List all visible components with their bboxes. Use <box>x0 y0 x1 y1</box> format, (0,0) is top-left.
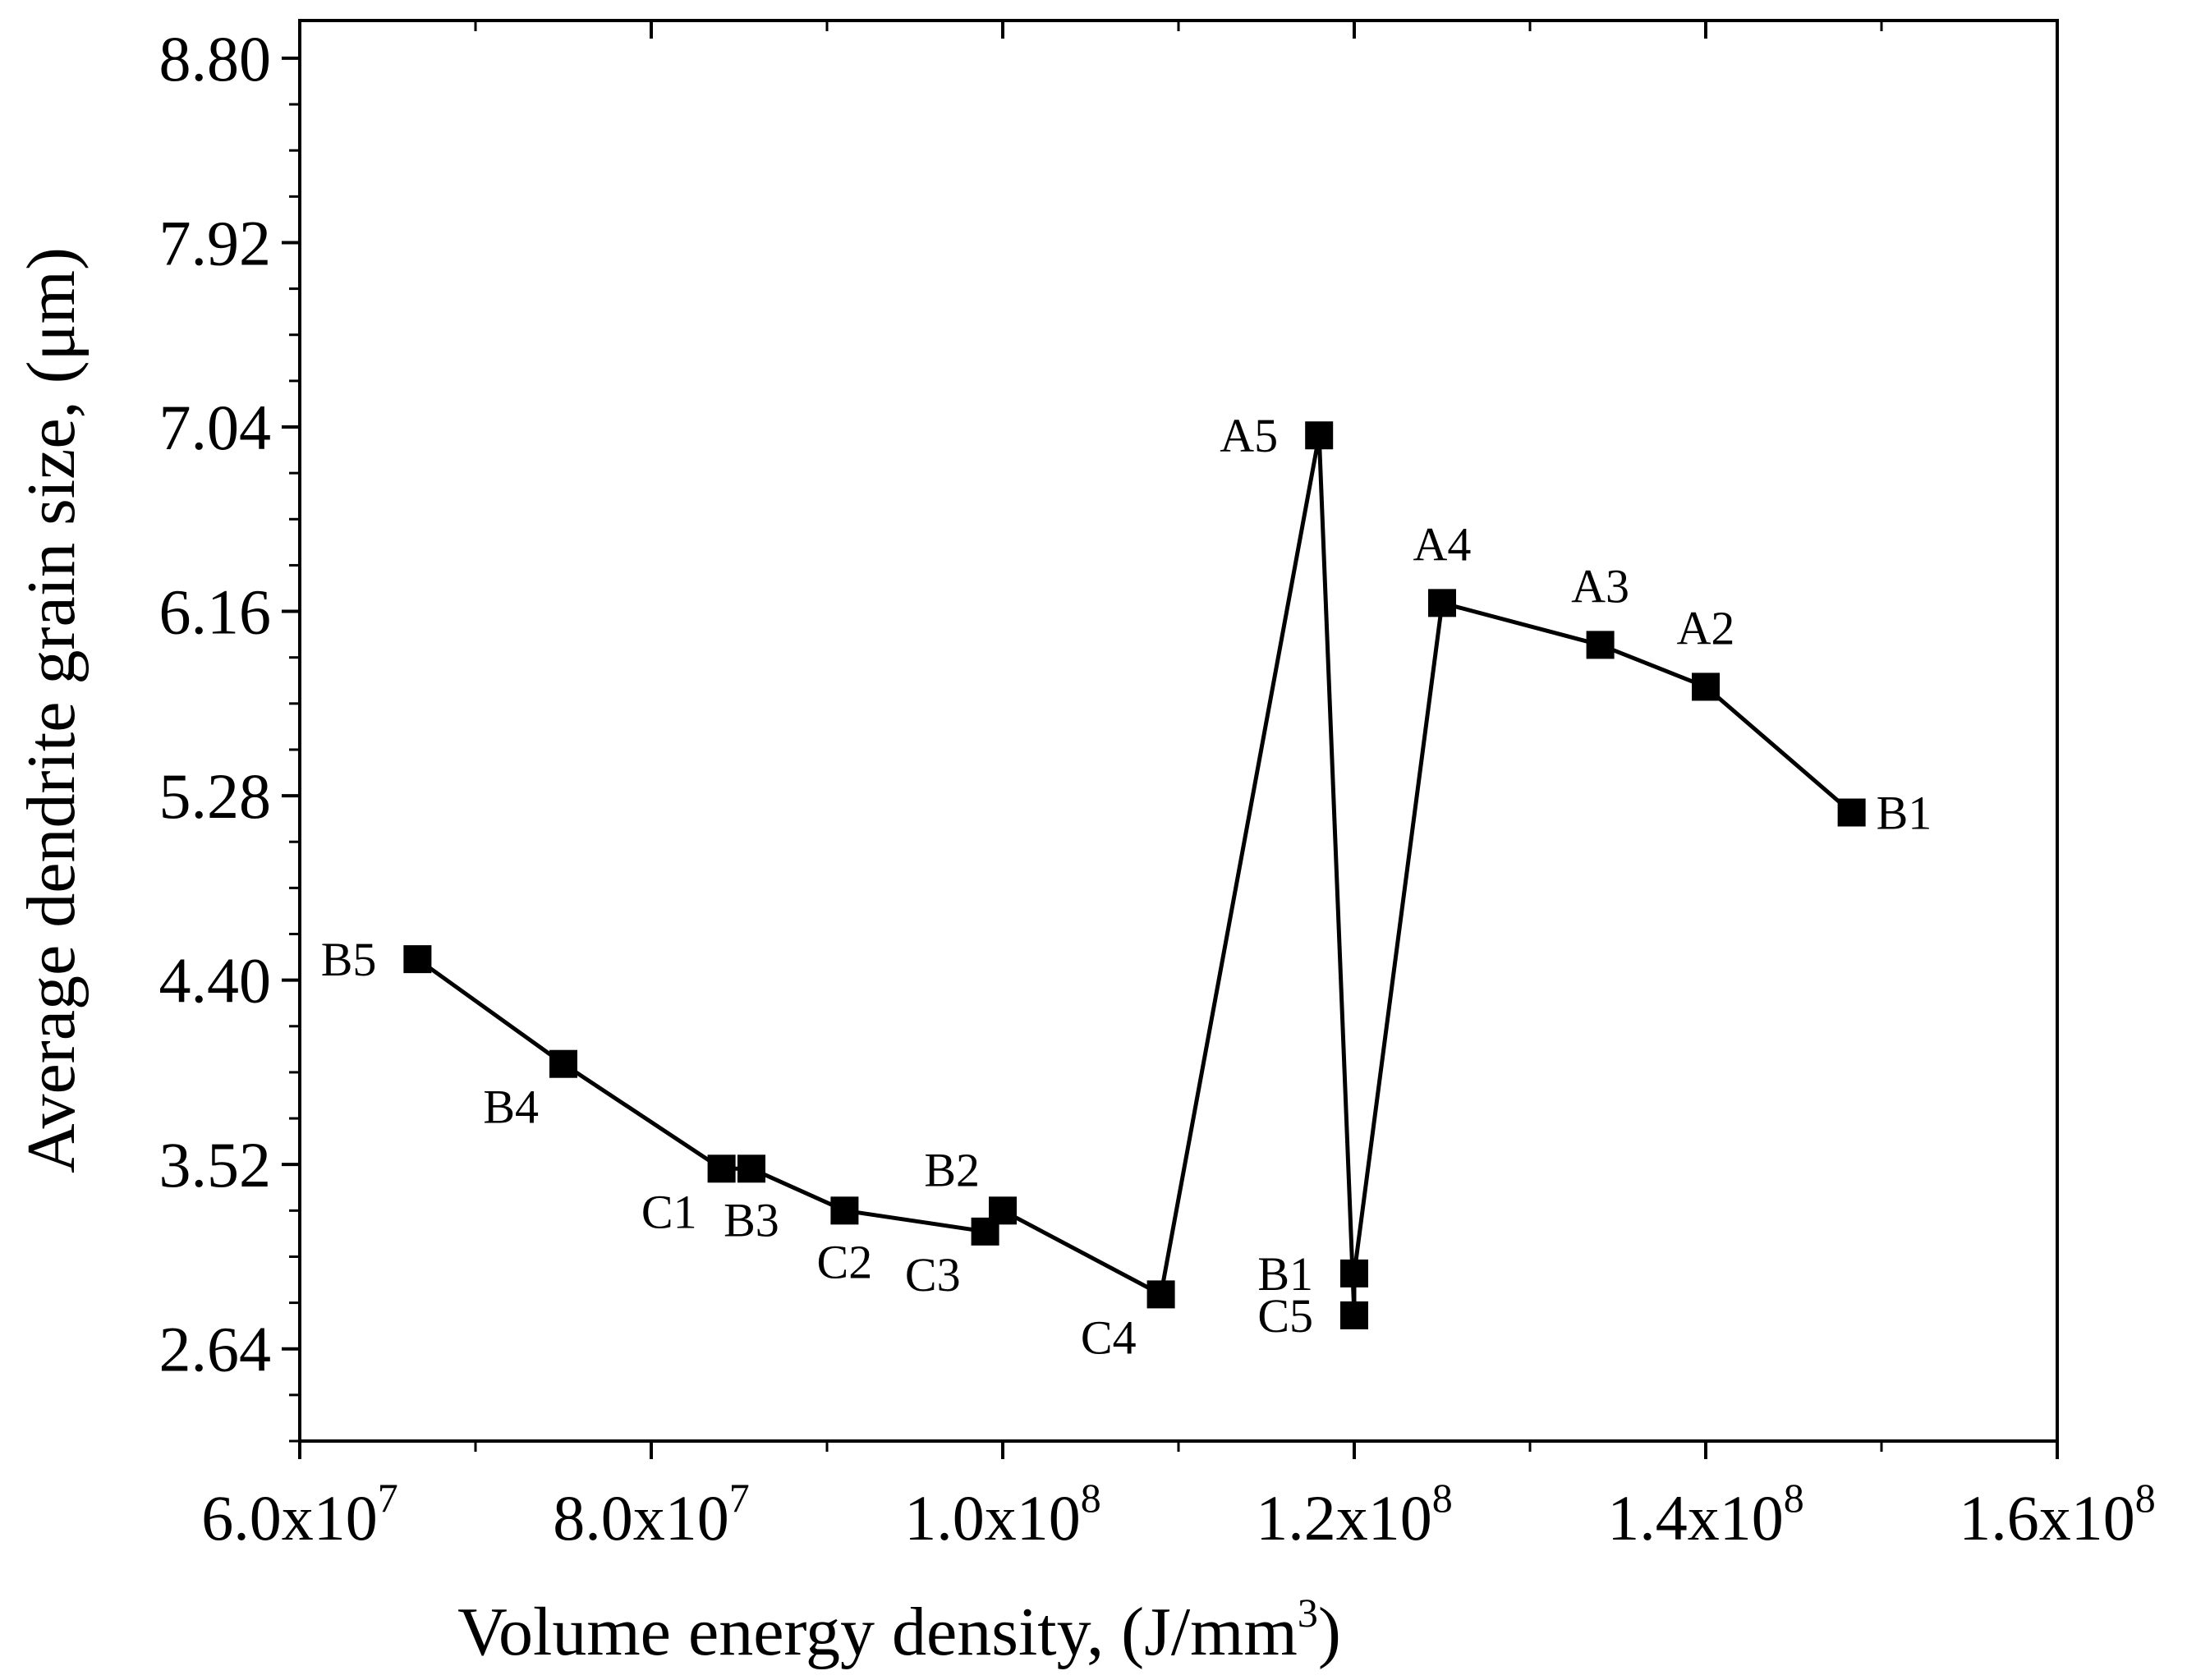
data-label-C1: C1 <box>641 1185 697 1238</box>
y-tick-label: 6.16 <box>159 576 272 648</box>
x-tick-label: 1.0x108 <box>904 1475 1101 1554</box>
data-point-B1 <box>1837 798 1866 827</box>
y-tick-label: 4.40 <box>159 945 272 1017</box>
series-line-group <box>416 433 1854 1318</box>
y-tick-label: 8.80 <box>159 23 272 94</box>
y-tick-label: 5.28 <box>159 760 272 832</box>
y-tick-label: 7.04 <box>159 392 272 463</box>
data-label-B2: B2 <box>924 1143 980 1196</box>
data-label-C3: C3 <box>905 1248 961 1301</box>
x-axis-title: Volume energy density, (J/mm3) <box>457 1590 1341 1670</box>
data-point-B1 <box>1340 1259 1368 1288</box>
data-point-C4 <box>1146 1280 1175 1309</box>
data-point-C1 <box>707 1154 736 1183</box>
data-label-B4: B4 <box>483 1081 539 1134</box>
data-label-A5: A5 <box>1220 409 1278 462</box>
data-label-A3: A3 <box>1571 559 1629 613</box>
data-point-A3 <box>1586 631 1615 659</box>
data-label-C4: C4 <box>1081 1310 1137 1364</box>
data-point-B3 <box>737 1154 765 1183</box>
data-point-B2 <box>989 1196 1017 1225</box>
x-tick-label: 6.0x107 <box>201 1475 398 1554</box>
plot-frame <box>298 19 2059 1443</box>
data-label-C5: C5 <box>1257 1289 1313 1343</box>
data-point-C2 <box>830 1196 859 1225</box>
y-tick-label: 2.64 <box>159 1314 272 1385</box>
data-point-A5 <box>1305 421 1334 450</box>
data-point-C5 <box>1340 1301 1368 1329</box>
data-label-C2: C2 <box>817 1235 873 1288</box>
markers-group <box>403 421 1866 1329</box>
data-point-A2 <box>1692 672 1720 701</box>
data-label-B1: B1 <box>1877 787 1932 840</box>
data-point-B5 <box>403 945 432 974</box>
x-tick-label: 8.0x107 <box>553 1475 750 1554</box>
axes: 6.0x107 8.0x107 1.0x108 1.2x108 1.4x108 1.6x1… <box>159 19 2156 1554</box>
y-tick-label: 7.92 <box>159 207 272 278</box>
data-label-B5: B5 <box>321 933 377 986</box>
x-tick-label: 1.6x108 <box>1959 1475 2156 1554</box>
data-label-A2: A2 <box>1677 601 1735 654</box>
data-label-B1: B1 <box>1257 1247 1313 1301</box>
data-point-A4 <box>1428 589 1456 617</box>
x-tick-label: 1.4x108 <box>1607 1475 1804 1554</box>
data-point-B4 <box>549 1049 577 1078</box>
y-tick-label: 3.52 <box>159 1129 272 1200</box>
data-label-B3: B3 <box>724 1193 779 1246</box>
series-line <box>416 433 1854 1318</box>
data-label-A4: A4 <box>1413 517 1472 571</box>
y-axis-title: Average dendrite grain size, (μm) <box>13 247 90 1173</box>
x-tick-label: 1.2x108 <box>1256 1475 1453 1554</box>
